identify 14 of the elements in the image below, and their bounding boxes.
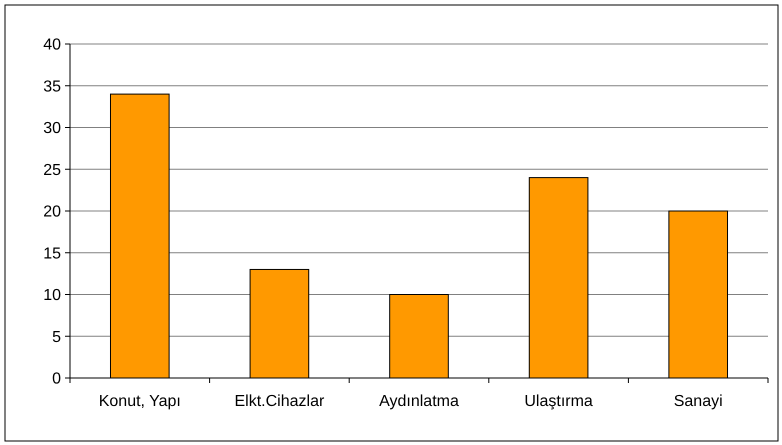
x-tick-label: Sanayi (674, 393, 723, 410)
y-tick-label: 25 (43, 162, 62, 179)
y-tick-label: 40 (43, 36, 62, 54)
y-tick-label: 35 (43, 78, 62, 96)
y-tick-label: 20 (43, 204, 62, 221)
x-tick-label: Konut, Yapı (98, 393, 181, 410)
y-tick-label: 10 (43, 287, 62, 304)
y-tick-label: 30 (43, 120, 62, 138)
x-tick-label: Ulaştırma (524, 393, 593, 410)
y-tick-label: 0 (52, 370, 62, 388)
x-tick-label: Elkt.Cihazlar (234, 393, 325, 410)
y-tick-label: 5 (52, 328, 62, 346)
y-tick-label: 15 (43, 245, 62, 262)
x-tick-label: Aydınlatma (379, 393, 459, 410)
